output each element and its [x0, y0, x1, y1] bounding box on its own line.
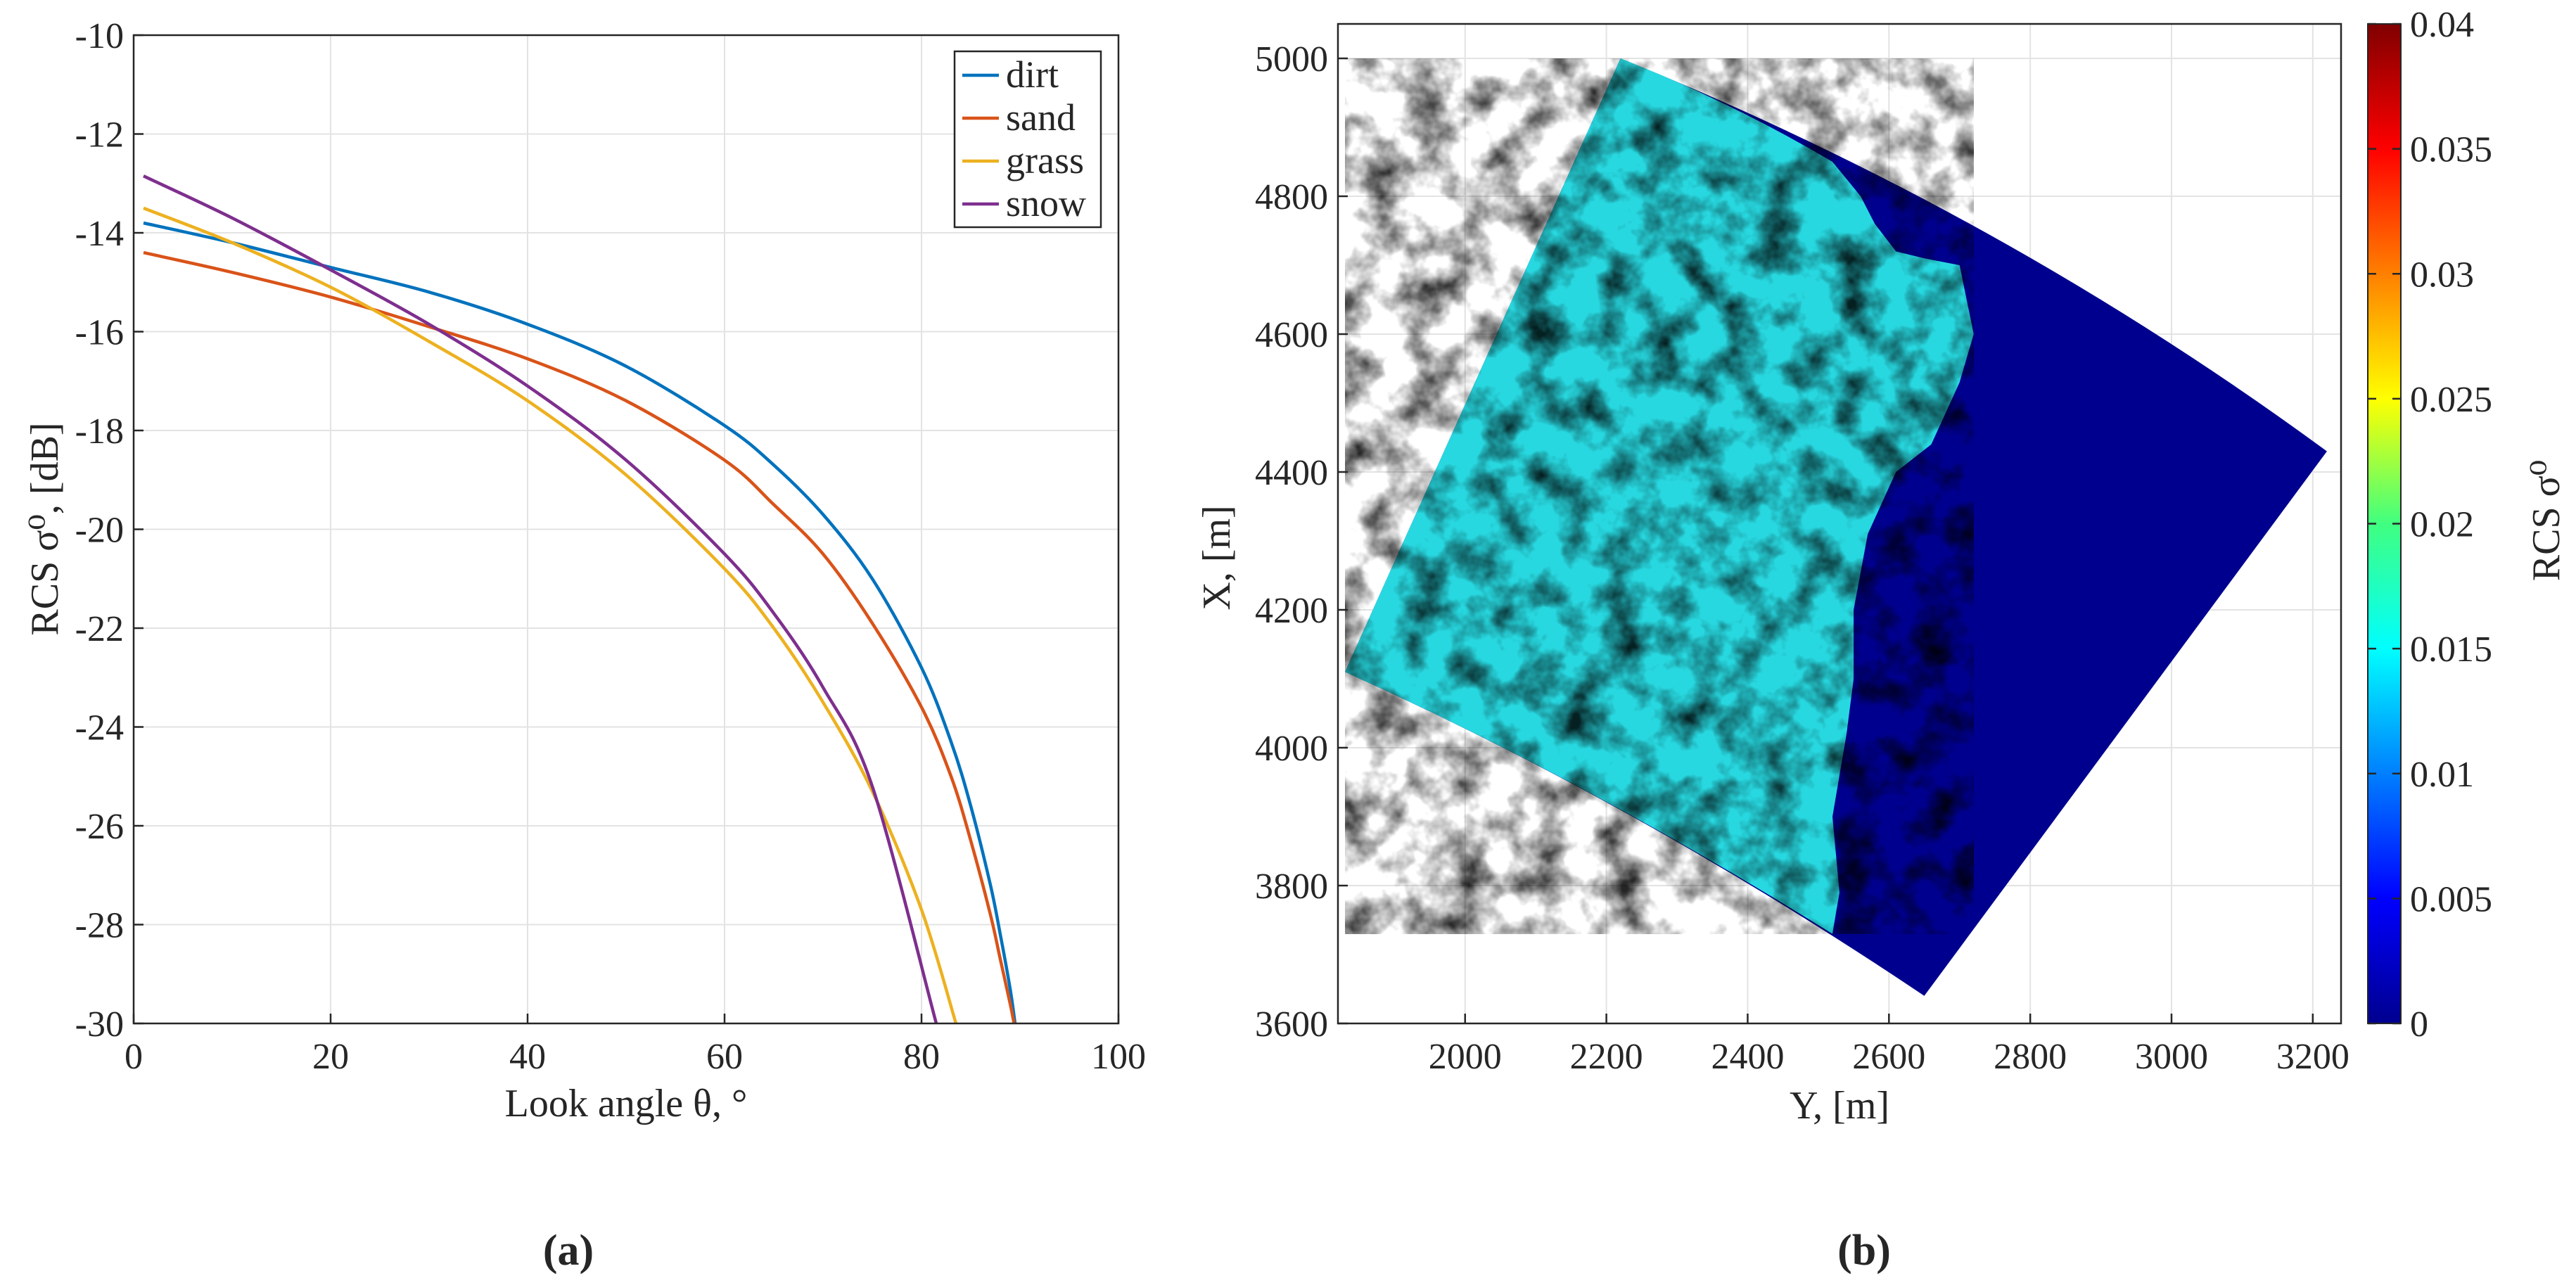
panel-a-ylabel: RCS σ⁰, [dB] [23, 422, 67, 635]
colorbar-label: RCS σ⁰ [2525, 460, 2568, 581]
panel-a-ticks: 0 20 40 60 80 100 -10 -12 -14 -16 -18 -20 -22 -24 -26 -… [75, 16, 1146, 1077]
colorbar-tick-label: 0.015 [2410, 630, 2492, 670]
legend-label-sand: sand [1006, 96, 1076, 139]
x-tick-label: 80 [903, 1037, 940, 1077]
x-tick-label: 3200 [2276, 1037, 2349, 1077]
series-line-snow [143, 174, 938, 1023]
colorbar-tick-label: 0.01 [2410, 755, 2474, 795]
legend-label-snow: snow [1006, 182, 1086, 224]
colorbar: 0 0.005 0.01 0.015 0.02 0.025 0.03 0.035 0.04 [2367, 5, 2492, 1045]
x-tick-label: 60 [706, 1037, 743, 1077]
colorbar-tick-label: 0.03 [2410, 255, 2474, 295]
panel-b-ylabel: X, [m] [1195, 505, 1239, 610]
y-tick-label: -26 [75, 807, 124, 847]
panel-b-ticks: 2000 2200 2400 2600 2800 3000 3200 3600 3800 4000… [1255, 39, 2349, 1077]
x-tick-label: 0 [125, 1037, 143, 1077]
panel-a-xlabel: Look angle θ, ° [505, 1082, 748, 1125]
y-tick-label: 4400 [1255, 453, 1328, 493]
y-tick-label: -24 [75, 708, 124, 748]
y-tick-label: 4000 [1255, 729, 1328, 769]
x-tick-label: 40 [509, 1037, 546, 1077]
panel-a-label: (a) [543, 1227, 594, 1275]
panel-a-series [143, 174, 1017, 1023]
panel-b-label: (b) [1837, 1227, 1891, 1275]
y-tick-label: -12 [75, 115, 124, 155]
y-tick-label: -22 [75, 609, 124, 649]
colorbar-tick-label: 0.04 [2410, 5, 2474, 45]
panel-b-frame [1337, 23, 2342, 1025]
y-tick-label: 3600 [1255, 1004, 1328, 1045]
x-tick-label: 2400 [1711, 1037, 1784, 1077]
y-tick-label: 3800 [1255, 867, 1328, 907]
x-tick-label: 3000 [2135, 1037, 2208, 1077]
panel-b-map [1345, 58, 2327, 996]
legend-label-dirt: dirt [1006, 53, 1059, 96]
panel-b-heatmap: 2000 2200 2400 2600 2800 3000 3200 3600 3800 4000… [1195, 5, 2568, 1275]
x-tick-label: 2600 [1852, 1037, 1925, 1077]
x-tick-label: 100 [1091, 1037, 1146, 1077]
colorbar-tick-label: 0.005 [2410, 879, 2492, 919]
y-tick-label: 4600 [1255, 315, 1328, 355]
y-tick-label: 4200 [1255, 591, 1328, 631]
series-line-dirt [143, 221, 1017, 1023]
panel-b-xlabel: Y, [m] [1790, 1084, 1889, 1128]
y-tick-label: -30 [75, 1004, 124, 1045]
colorbar-tick-label: 0.025 [2410, 380, 2492, 420]
y-tick-label: -18 [75, 411, 124, 452]
y-tick-label: -16 [75, 313, 124, 353]
y-tick-label: -20 [75, 511, 124, 551]
y-tick-label: 5000 [1255, 39, 1328, 79]
y-tick-label: -28 [75, 906, 124, 946]
y-tick-label: -14 [75, 214, 124, 254]
y-tick-label: 4800 [1255, 177, 1328, 217]
colorbar-tick-label: 0 [2410, 1004, 2428, 1045]
legend-label-grass: grass [1006, 139, 1084, 181]
y-tick-label: -10 [75, 16, 124, 56]
x-tick-label: 2000 [1429, 1037, 1502, 1077]
x-tick-label: 2200 [1570, 1037, 1643, 1077]
colorbar-tick-label: 0.035 [2410, 130, 2492, 170]
colorbar-tick-label: 0.02 [2410, 505, 2474, 545]
land-texture [1345, 58, 1974, 934]
x-tick-label: 20 [312, 1037, 349, 1077]
x-tick-label: 2800 [1994, 1037, 2067, 1077]
legend-box [953, 50, 1102, 229]
panel-a-line-chart: 0 20 40 60 80 100 -10 -12 -14 -16 -18 -20 -22 -24 -26 -… [23, 16, 1146, 1275]
panel-a-grid [133, 34, 1119, 1024]
